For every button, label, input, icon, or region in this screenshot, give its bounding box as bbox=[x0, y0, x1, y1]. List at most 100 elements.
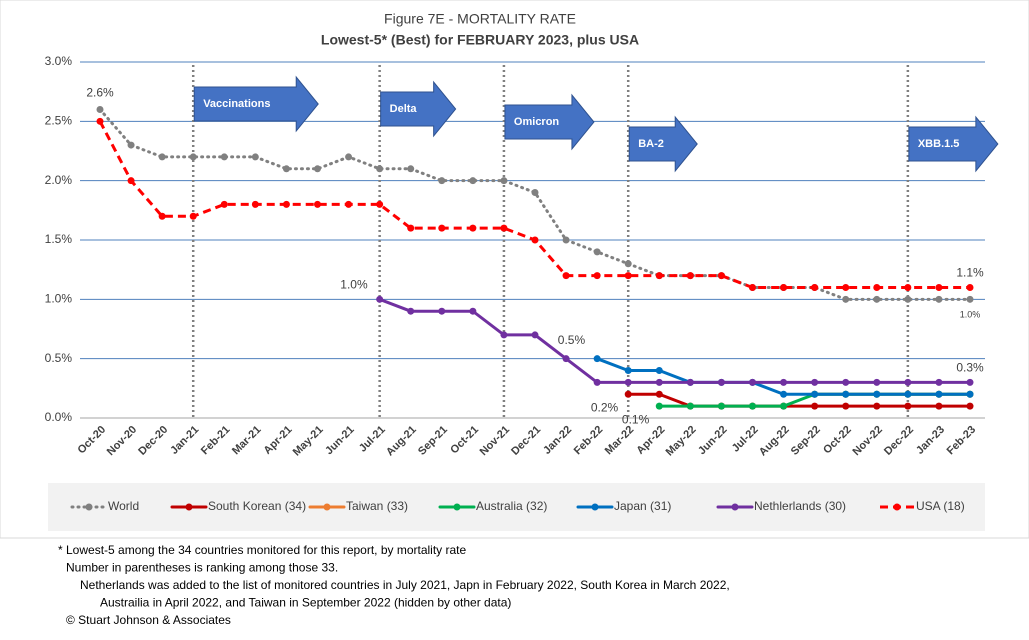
data-point bbox=[189, 153, 197, 161]
data-label: 0.1% bbox=[622, 412, 650, 426]
legend-marker bbox=[731, 503, 739, 511]
data-point bbox=[251, 200, 259, 208]
data-point bbox=[686, 402, 694, 410]
data-point bbox=[717, 272, 725, 280]
data-point bbox=[314, 200, 321, 208]
data-point bbox=[935, 295, 943, 303]
data-point bbox=[811, 378, 819, 386]
footnote: Netherlands was added to the list of mon… bbox=[80, 578, 730, 592]
data-point bbox=[780, 390, 788, 398]
chart-frame bbox=[0, 0, 1029, 539]
data-point bbox=[842, 378, 850, 386]
data-point bbox=[749, 283, 756, 291]
data-point bbox=[593, 355, 601, 363]
data-point bbox=[966, 378, 974, 386]
data-point bbox=[593, 378, 601, 386]
data-point bbox=[966, 283, 974, 291]
footnote: * Lowest-5 among the 34 countries monito… bbox=[58, 543, 467, 557]
data-point bbox=[376, 165, 384, 173]
data-point bbox=[655, 367, 663, 375]
data-point bbox=[935, 283, 943, 291]
data-label: 0.3% bbox=[956, 361, 984, 375]
y-tick-label: 0.0% bbox=[45, 410, 73, 424]
data-point bbox=[376, 295, 384, 303]
data-point bbox=[966, 402, 974, 410]
event-label: XBB.1.5 bbox=[918, 138, 960, 150]
data-point bbox=[749, 378, 756, 386]
data-point bbox=[624, 390, 632, 398]
data-point bbox=[873, 390, 881, 398]
legend-label: Australia (32) bbox=[476, 499, 547, 513]
data-label: 1.0% bbox=[340, 278, 368, 292]
event-arrow bbox=[908, 115, 999, 173]
data-point bbox=[624, 367, 632, 375]
data-point bbox=[562, 355, 570, 363]
data-point bbox=[873, 283, 881, 291]
data-point bbox=[624, 272, 632, 280]
data-point bbox=[780, 283, 788, 291]
data-point bbox=[717, 402, 725, 410]
data-point bbox=[811, 390, 819, 398]
footnote: © Stuart Johnson & Associates bbox=[66, 613, 231, 627]
event-arrow bbox=[380, 80, 457, 138]
legend-marker bbox=[185, 503, 193, 511]
data-point bbox=[438, 177, 446, 185]
chart-subtitle: Lowest-5* (Best) for FEBRUARY 2023, plus… bbox=[321, 32, 639, 48]
data-point bbox=[158, 153, 166, 161]
data-point bbox=[500, 331, 508, 339]
series-line bbox=[626, 392, 972, 408]
data-point bbox=[904, 283, 912, 291]
chart-title: Figure 7E - MORTALITY RATE bbox=[384, 11, 576, 27]
data-point bbox=[624, 378, 632, 386]
event-arrow bbox=[193, 75, 319, 133]
data-point bbox=[407, 165, 415, 173]
data-point bbox=[624, 260, 632, 268]
data-point bbox=[96, 117, 104, 125]
data-point bbox=[686, 272, 694, 280]
data-point bbox=[469, 307, 477, 315]
data-point bbox=[96, 105, 104, 113]
data-point bbox=[220, 153, 228, 161]
data-point bbox=[873, 378, 881, 386]
data-point bbox=[282, 200, 290, 208]
y-tick-label: 2.0% bbox=[45, 173, 73, 187]
data-point bbox=[158, 212, 166, 220]
event-label: Vaccinations bbox=[203, 98, 270, 110]
data-point bbox=[749, 402, 756, 410]
data-point bbox=[438, 224, 446, 232]
data-point bbox=[966, 295, 974, 303]
data-point bbox=[904, 295, 912, 303]
data-point bbox=[842, 283, 850, 291]
legend-marker bbox=[893, 503, 901, 511]
data-point bbox=[531, 189, 539, 197]
data-point bbox=[935, 378, 943, 386]
data-point bbox=[873, 402, 881, 410]
data-point bbox=[935, 402, 943, 410]
legend-marker bbox=[591, 503, 599, 511]
data-point bbox=[469, 177, 477, 185]
footnote: Number in parentheses is ranking among t… bbox=[66, 561, 338, 575]
data-label: 0.2% bbox=[591, 400, 619, 414]
footnote: Austrailia in April 2022, and Taiwan in … bbox=[100, 596, 511, 610]
data-point bbox=[593, 248, 601, 256]
data-point bbox=[469, 224, 477, 232]
data-point bbox=[842, 402, 850, 410]
y-tick-label: 1.5% bbox=[45, 232, 73, 246]
legend-marker bbox=[453, 503, 461, 511]
data-point bbox=[345, 200, 353, 208]
data-point bbox=[655, 272, 663, 280]
data-point bbox=[127, 141, 135, 149]
event-arrow bbox=[628, 115, 698, 173]
data-label: 1.0% bbox=[960, 310, 981, 320]
data-point bbox=[562, 236, 570, 244]
data-point bbox=[904, 378, 912, 386]
legend-label: USA (18) bbox=[916, 499, 965, 513]
data-label: 1.1% bbox=[956, 266, 984, 280]
y-tick-label: 0.5% bbox=[45, 351, 73, 365]
y-tick-label: 3.0% bbox=[45, 54, 73, 68]
data-point bbox=[189, 212, 197, 220]
data-point bbox=[438, 307, 446, 315]
data-point bbox=[842, 390, 850, 398]
data-point bbox=[407, 307, 415, 315]
